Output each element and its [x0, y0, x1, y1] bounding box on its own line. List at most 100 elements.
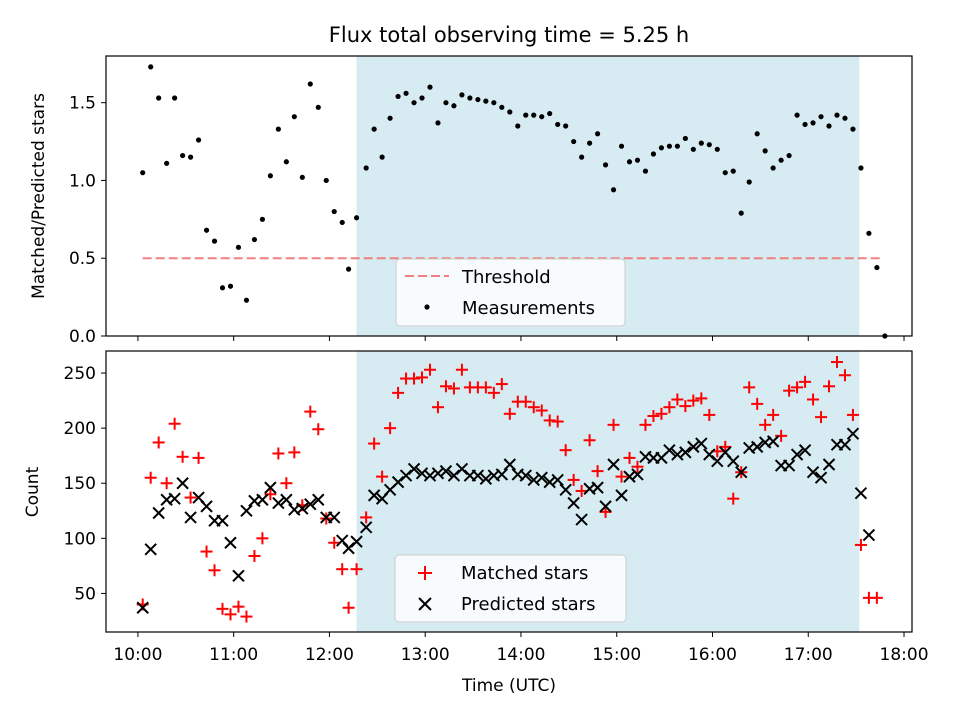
predicted-star-point [663, 443, 676, 457]
matched-star-point [607, 418, 620, 431]
matched-star-point [615, 470, 628, 483]
measurement-point [531, 112, 537, 118]
bottom-legend-box [394, 554, 627, 623]
predicted-star-point [846, 427, 860, 440]
measurement-point [371, 126, 377, 132]
bottom-plot-frame [105, 350, 913, 633]
top-legend: Threshold Measurements [395, 258, 626, 327]
predicted-star-point [631, 468, 644, 481]
x-tick-label: 11:00 [209, 645, 258, 665]
x-tick-label: 12:00 [305, 645, 354, 665]
predicted-star-points [136, 427, 876, 614]
matched-star-point [791, 381, 804, 394]
matched-star-points [136, 356, 883, 623]
matched-star-point [240, 610, 253, 623]
matched-star-point [200, 545, 213, 558]
measurement-point [762, 148, 768, 154]
matched-star-point [360, 511, 373, 524]
measurement-point [563, 123, 569, 129]
matched-star-point [264, 488, 277, 501]
predicted-star-point [200, 500, 213, 513]
measurement-point [299, 174, 305, 180]
predicted-star-point [551, 473, 564, 487]
measurement-point [227, 283, 234, 289]
measurement-point [483, 98, 489, 104]
predicted-star-point [304, 497, 317, 511]
measurement-point [331, 208, 337, 215]
matched-star-point [392, 386, 405, 399]
matched-star-point [751, 397, 764, 410]
measurement-point [411, 100, 417, 106]
bottom-y-ticks: 50 100 150 200 250 [64, 364, 106, 604]
matched-star-point [583, 434, 596, 447]
measurement-point [187, 154, 194, 160]
measurement-point [156, 95, 162, 101]
measurement-point [515, 123, 521, 129]
predicted-star-point [184, 511, 197, 524]
measurement-point [283, 159, 289, 165]
measurement-point [626, 159, 633, 165]
predicted-star-point [423, 469, 437, 482]
measurement-point [523, 112, 529, 118]
matched-star-point [192, 451, 205, 464]
x-tick-label: 18:00 [880, 645, 929, 665]
predicted-star-point [168, 492, 181, 505]
measurement-point [195, 137, 202, 143]
matched-star-point [815, 411, 828, 424]
measurement-point [443, 100, 449, 106]
measurement-point [339, 219, 345, 226]
measurement-point [475, 96, 481, 103]
measurement-point [507, 109, 513, 115]
matched-star-point [439, 380, 452, 393]
x-tick-label: 16:00 [688, 645, 737, 665]
measurement-point [395, 93, 401, 100]
predicted-star-point [232, 569, 245, 583]
measurement-point [555, 121, 561, 128]
predicted-star-point [479, 472, 493, 486]
measurement-point [722, 170, 728, 176]
matched-star-point [288, 446, 301, 459]
measurement-point [419, 95, 425, 101]
matched-star-point [336, 563, 349, 576]
matched-star-point [807, 393, 820, 406]
measurement-point [148, 64, 154, 70]
measurement-point [618, 143, 625, 149]
measurement-point [571, 138, 577, 145]
matched-star-point [727, 492, 740, 505]
matched-star-point [408, 372, 421, 385]
matched-star-point [799, 375, 812, 388]
matched-star-point [160, 477, 173, 490]
measurement-point [587, 140, 593, 146]
measurement-point [778, 157, 784, 163]
measurement-point [307, 81, 313, 87]
matched-star-point [312, 423, 325, 436]
measurement-point [435, 120, 441, 126]
measurement-point [219, 285, 226, 291]
matched-star-point [551, 415, 564, 428]
predicted-star-point [176, 477, 189, 490]
matched-star-point [216, 602, 229, 615]
measurement-point [834, 112, 840, 118]
measurement-point [770, 165, 776, 171]
top-plot-frame [105, 55, 913, 337]
x-tick-label: 15:00 [592, 645, 641, 665]
top-panel: 0.0 0.5 1.0 1.5 Matched/Predicted stars Thr… [29, 55, 913, 347]
measurement-point [786, 152, 792, 159]
matched-star-point [671, 393, 684, 406]
matched-star-point [416, 371, 429, 384]
measurement-point [499, 104, 505, 110]
predicted-star-point [822, 458, 836, 471]
predicted-star-point [567, 496, 580, 510]
matched-star-point [838, 369, 851, 382]
measurement-point [459, 92, 465, 98]
measurement-point [642, 168, 649, 174]
measurement-point [658, 145, 665, 151]
bottom-legend: Matched stars Predicted stars [394, 554, 627, 623]
measurement-point [180, 152, 186, 159]
measurement-point [850, 126, 856, 132]
measurement-point [818, 114, 824, 120]
matched-star-point [280, 477, 293, 490]
legend-matched-swatch [418, 566, 432, 580]
measurement-point [842, 115, 848, 121]
measurement-point [738, 210, 744, 216]
